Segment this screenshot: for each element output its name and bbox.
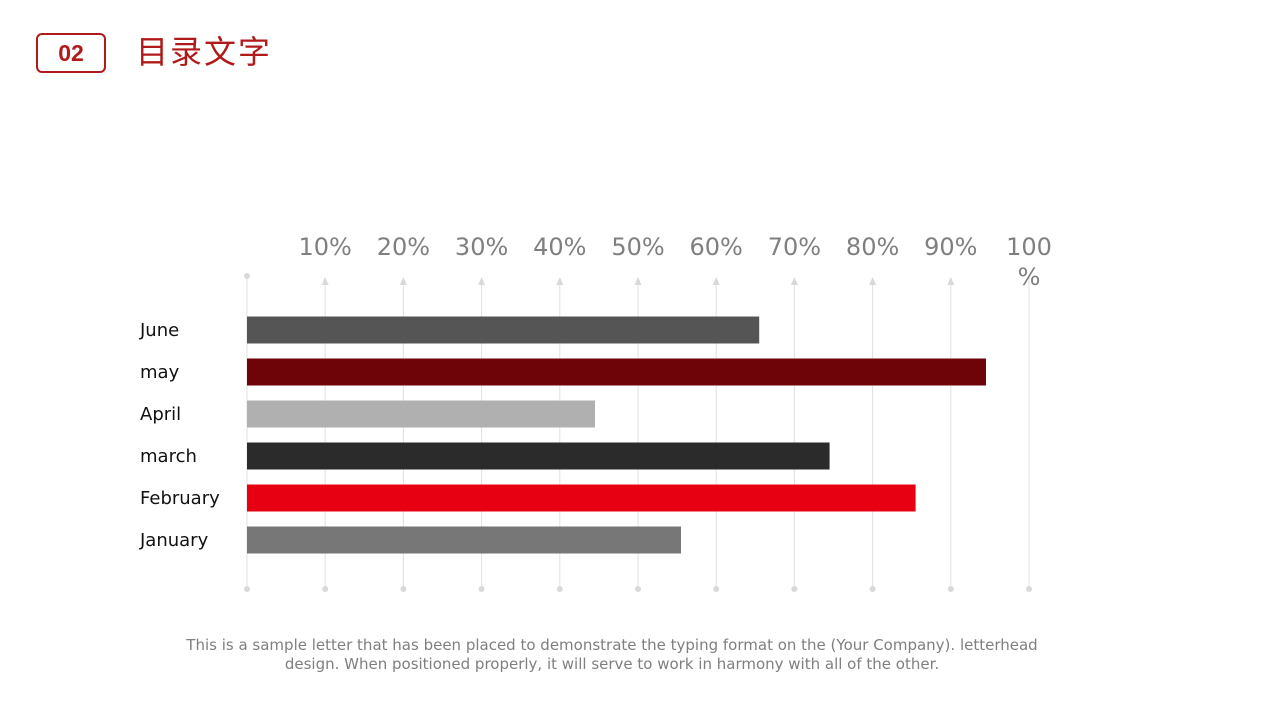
x-tick-label: 70%: [768, 233, 821, 261]
gridline-arrow-icon: [790, 277, 798, 285]
axis-dot-top: [244, 273, 250, 279]
gridline-arrow-icon: [478, 277, 486, 285]
x-tick-label: 40%: [533, 233, 586, 261]
category-label: may: [140, 362, 180, 383]
gridline-dot: [869, 586, 876, 592]
x-tick-label: 20%: [377, 233, 430, 261]
x-tick-label: 50%: [611, 233, 664, 261]
x-tick-label: 80%: [846, 233, 899, 261]
gridline-dot: [635, 586, 641, 592]
x-tick-label: 90%: [924, 233, 977, 261]
bar-february: [247, 484, 916, 512]
gridline-dot: [400, 586, 407, 592]
bar-may: [247, 358, 986, 386]
gridline-arrow-icon: [869, 277, 877, 285]
x-tick-label: 100%: [1006, 233, 1052, 291]
gridline-arrow-icon: [556, 277, 564, 285]
gridline-arrow-icon: [947, 277, 955, 285]
gridline-dot: [1026, 586, 1032, 592]
category-label: February: [140, 488, 220, 509]
gridline-arrow-icon: [634, 277, 642, 285]
gridline-dot: [791, 586, 798, 592]
gridline-dot: [947, 586, 954, 592]
section-number-badge: 02: [36, 33, 106, 73]
gridline-dot: [556, 586, 563, 592]
bar-january: [247, 526, 682, 554]
gridline-arrow-icon: [399, 277, 407, 285]
gridline-dot: [713, 586, 720, 592]
category-label: January: [139, 530, 209, 551]
gridline-dot: [322, 586, 329, 592]
gridline-arrow-icon: [712, 277, 720, 285]
page-title: 目录文字: [136, 33, 273, 71]
category-label: June: [139, 320, 179, 341]
bar-april: [247, 400, 595, 428]
bar-march: [247, 442, 830, 470]
axis-dot-bottom: [244, 586, 250, 592]
gridline-arrow-icon: [321, 277, 329, 285]
category-label: march: [140, 446, 197, 467]
bar-june: [247, 316, 760, 344]
x-tick-label: 10%: [299, 233, 352, 261]
category-label: April: [140, 404, 181, 425]
x-tick-label: 60%: [690, 233, 743, 261]
x-tick-label: 30%: [455, 233, 508, 261]
caption-text: This is a sample letter that has been pl…: [186, 636, 1038, 673]
gridline-dot: [478, 586, 485, 592]
